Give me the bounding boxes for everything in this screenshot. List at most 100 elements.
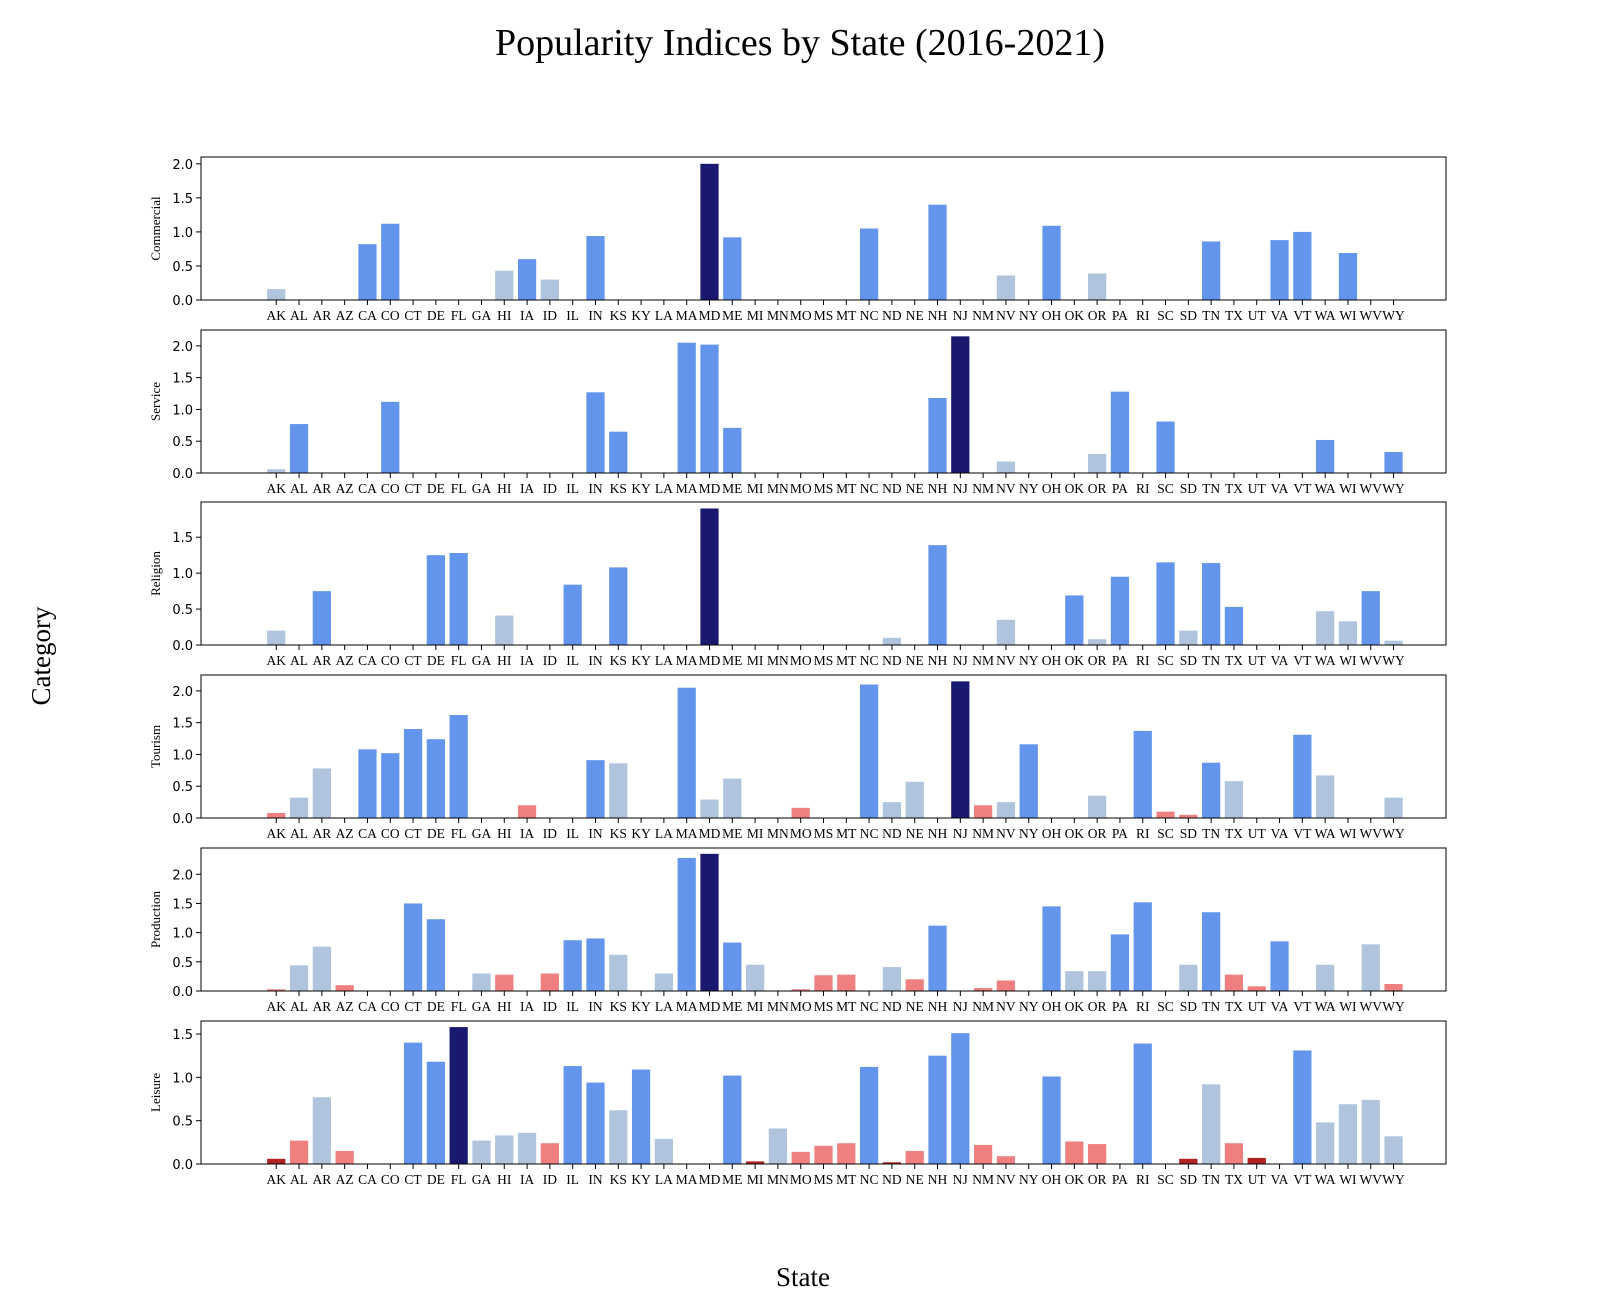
bar-tourism-ny [1019,744,1038,818]
x-tick-label: IL [566,653,579,668]
bar-leisure-wy [1384,1136,1403,1164]
x-tick-label: NY [1019,481,1039,496]
bar-commercial-me [723,237,742,300]
bar-religion-ak [267,630,286,645]
x-tick-label: KS [610,999,627,1014]
x-tick-label: NH [928,481,948,496]
x-tick-label: GA [472,653,492,668]
x-tick-label: SC [1157,999,1174,1014]
x-tick-label: MD [699,653,721,668]
x-tick-label: MI [747,481,764,496]
x-tick-label: ME [722,999,742,1014]
bar-production-nm [973,988,993,991]
x-tick-label: WA [1315,999,1336,1014]
x-tick-label: DE [427,999,445,1014]
bar-production-ak [267,989,286,991]
x-tick-label: WI [1339,999,1357,1014]
bar-production-wv [1361,944,1380,991]
x-tick-label: ID [543,481,557,496]
x-tick-label: NV [996,308,1016,323]
y-tick-label: 1.0 [172,403,193,418]
x-tick-label: MD [699,1172,721,1187]
x-tick-label: NY [1019,653,1039,668]
x-tick-label: LA [655,1172,673,1187]
bar-production-ma [677,857,696,991]
x-tick-label: IN [588,653,602,668]
x-tick-label: SD [1180,653,1198,668]
panel-label: Production [148,890,163,948]
x-tick-label: OK [1065,308,1085,323]
x-tick-label: MA [676,826,698,841]
x-tick-label: NV [996,999,1016,1014]
x-tick-label: PA [1112,653,1128,668]
x-tick-label: NJ [953,653,968,668]
bar-leisure-ct [403,1042,423,1164]
x-tick-label: CT [404,1172,422,1187]
x-tick-label: MS [814,999,834,1014]
x-tick-label: AL [290,481,308,496]
x-tick-label: CO [381,308,400,323]
x-tick-label: SD [1180,999,1198,1014]
x-tick-label: HI [497,308,512,323]
x-tick-label: AR [312,1172,331,1187]
x-tick-label: WA [1315,481,1336,496]
x-tick-label: HI [497,826,512,841]
bar-service-wa [1316,439,1335,473]
bar-production-ga [472,973,491,991]
bar-commercial-in [586,235,605,300]
x-tick-label: VA [1271,1172,1289,1187]
bar-religion-tx [1224,606,1244,645]
x-tick-label: ME [722,481,742,496]
x-tick-label: OR [1088,308,1107,323]
x-tick-label: MT [836,308,857,323]
x-tick-label: VA [1271,999,1289,1014]
panel-frame [200,501,1447,646]
x-tick-label: MO [790,999,812,1014]
bar-commercial-vt [1293,231,1312,300]
bar-tourism-tn [1202,762,1221,818]
x-tick-label: WI [1339,653,1357,668]
x-tick-label: AZ [336,1172,354,1187]
x-tick-label: AK [267,481,287,496]
x-tick-label: WI [1339,481,1357,496]
x-tick-label: CA [358,826,377,841]
bar-tourism-de [426,739,445,818]
x-tick-label: MD [699,308,721,323]
y-tick-label: 0.5 [172,260,193,275]
x-tick-label: WV [1360,653,1383,668]
x-tick-label: KS [610,826,627,841]
x-tick-label: NM [972,481,994,496]
y-tick-label: 1.5 [172,1028,193,1043]
bar-production-al [289,965,309,991]
bar-religion-pa [1110,576,1130,645]
x-tick-label: CO [381,1172,400,1187]
x-tick-label: IN [588,999,602,1014]
x-tick-label: ID [543,826,557,841]
x-tick-label: ND [882,481,902,496]
x-tick-label: AK [267,1172,287,1187]
bar-leisure-in [586,1082,605,1164]
x-tick-label: PA [1112,826,1128,841]
bar-commercial-md [700,163,719,300]
bar-production-pa [1110,934,1130,991]
x-tick-label: KS [610,481,627,496]
bar-tourism-ri [1133,730,1152,818]
x-tick-label: VA [1271,653,1289,668]
x-tick-label: ME [722,1172,742,1187]
y-tick-label: 0.5 [172,435,193,450]
x-tick-label: TN [1202,653,1220,668]
x-tick-label: MA [676,999,698,1014]
x-tick-label: WI [1339,308,1357,323]
x-tick-label: OR [1088,481,1107,496]
x-tick-label: KY [631,308,651,323]
bar-religion-tn [1202,563,1221,645]
chart-panels: 0.00.51.01.52.0AK AL AR AZ CA CO CT DE FL GA HI IA I… [148,156,1447,1187]
panel-label: Religion [148,551,163,596]
x-tick-label: MA [676,1172,698,1187]
x-tick-label: AZ [336,481,354,496]
x-tick-label: KY [631,653,651,668]
x-tick-label: UT [1248,1172,1267,1187]
bar-leisure-ar [312,1097,331,1164]
bar-religion-sc [1156,562,1175,645]
y-tick-label: 1.5 [172,192,193,207]
